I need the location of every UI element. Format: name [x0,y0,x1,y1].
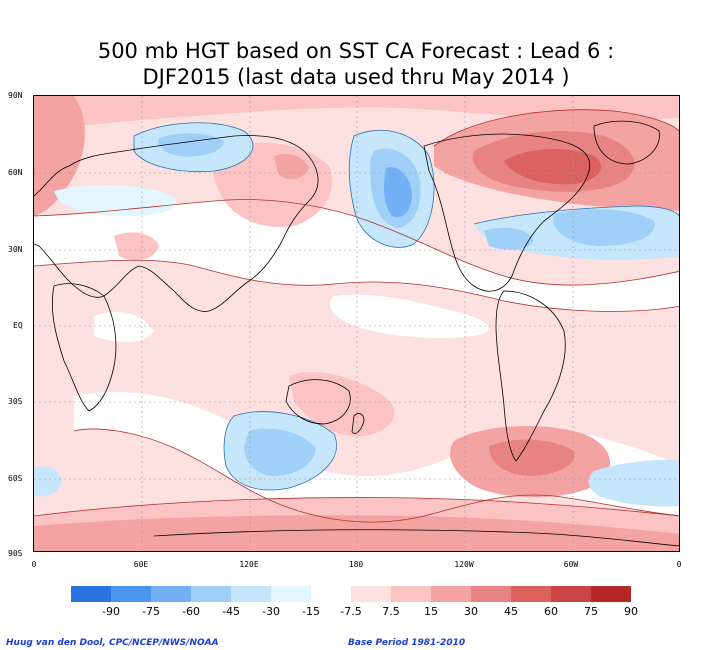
anomaly-map [33,95,680,552]
lon-label-180: 180 [348,560,364,569]
antarctica-coast [153,529,679,547]
legend-swatch [111,586,151,602]
lon-label-120e: 120E [239,560,259,569]
europe-positive-anomaly [34,96,85,216]
contour-lines [34,109,679,523]
negative-contour-lines [133,122,679,491]
legend-label: 60 [544,605,558,618]
credit-text: Huug van den Dool, CPC/NCEP/NWS/NOAA [6,638,219,648]
map-title-line-2: DJF2015 (last data used thru May 2014 ) [142,65,570,89]
legend-swatch [351,586,391,602]
south-america-coast [495,290,566,462]
australia-coast [285,379,351,425]
lon-label-0-east-edge: 0 [676,560,682,569]
eurasia-weak-negative-anomaly [54,184,176,217]
north-atlantic-negative-core [553,209,655,246]
lat-label-60s: 60S [8,474,23,483]
lat-label-90s: 90S [8,549,23,558]
antarctic-positive-core [34,515,679,551]
eurasia-coast [34,135,319,312]
lat-label-30s: 30S [8,397,23,406]
africa-coast [51,283,117,412]
legend-swatch [231,586,271,602]
legend-swatch [71,586,111,602]
lat-label-eq: EQ [13,321,23,330]
legend-label: 30 [464,605,478,618]
legend-swatch [391,586,431,602]
legend-label: -90 [102,605,120,618]
neutral-band-northern [34,199,679,312]
legend-label: -45 [222,605,240,618]
legend-label: 15 [424,605,438,618]
neutral-patch-pacific [330,294,489,338]
map-title-line-1: 500 mb HGT based on SST CA Forecast : Le… [97,39,615,63]
legend-label: 75 [584,605,598,618]
legend-swatch [191,586,231,602]
legend-label: -30 [262,605,280,618]
legend-swatch [591,586,631,602]
lon-label-120w: 120W [454,560,474,569]
legend-label: 90 [624,605,638,618]
arctic-positive-band [34,96,679,128]
north-america-positive-core [504,149,602,185]
middle-east-positive-anomaly [114,232,159,261]
lon-label-60e: 60E [133,560,149,569]
australia-positive-anomaly [289,372,395,437]
legend-label: 7.5 [382,605,400,618]
southwest-indian-negative-anomaly [34,466,62,497]
legend-label: -15 [302,605,320,618]
south-indian-negative-core [244,428,316,476]
lat-label-60n: 60N [8,168,23,177]
legend-swatch [431,586,471,602]
anomaly-map-canvas [34,96,679,551]
lat-label-90n: 90N [8,91,23,100]
north-america-coast [423,133,591,292]
legend-label: 45 [504,605,518,618]
legend-label: -60 [182,605,200,618]
legend-label: -75 [142,605,160,618]
legend-swatch [271,586,311,602]
lon-label-60w: 60W [563,560,579,569]
new-zealand-coast [351,413,365,434]
coastlines [34,120,679,547]
north-pacific-negative-core [384,167,412,218]
lon-label-0-west-edge: 0 [31,560,37,569]
eastern-us-negative-core [484,227,534,250]
legend-swatch [511,586,551,602]
graticule [34,96,679,551]
south-atlantic-negative-anomaly [588,459,679,507]
legend-swatch [551,586,591,602]
lat-label-30n: 30N [8,245,23,254]
greenland-coast [593,120,660,165]
legend-swatch [151,586,191,602]
legend-swatch [471,586,511,602]
base-period-text: Base Period 1981-2010 [348,638,466,648]
legend-label: -7.5 [340,605,362,618]
neutral-patch-indian [94,311,154,343]
